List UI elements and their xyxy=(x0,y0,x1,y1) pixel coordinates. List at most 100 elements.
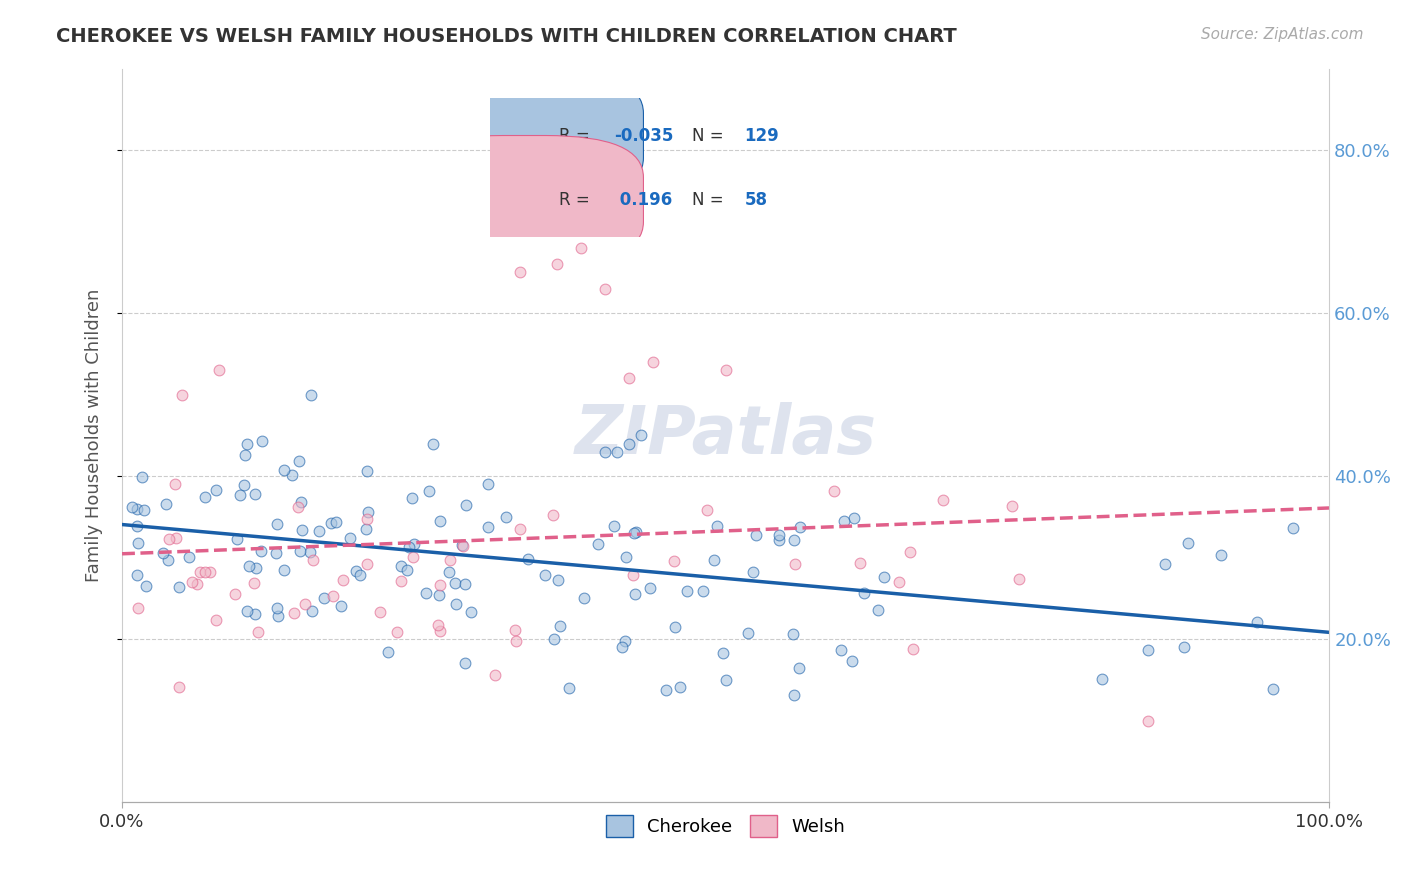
Point xyxy=(640,581,662,595)
Point xyxy=(294,597,316,611)
Point xyxy=(550,619,572,633)
Point xyxy=(418,483,440,498)
Point xyxy=(127,536,149,550)
Point xyxy=(477,520,499,534)
Point xyxy=(172,387,194,401)
Point xyxy=(389,559,412,574)
Point xyxy=(249,544,271,558)
Text: CHEROKEE VS WELSH FAMILY HOUSEHOLDS WITH CHILDREN CORRELATION CHART: CHEROKEE VS WELSH FAMILY HOUSEHOLDS WITH… xyxy=(56,27,957,45)
Point xyxy=(1008,572,1031,586)
Point xyxy=(1246,615,1268,629)
Point xyxy=(823,483,845,498)
Point xyxy=(675,584,697,599)
Point xyxy=(243,607,266,621)
Point xyxy=(165,531,187,545)
Point xyxy=(349,567,371,582)
Point xyxy=(841,654,863,668)
Point xyxy=(898,545,921,559)
Text: Source: ZipAtlas.com: Source: ZipAtlas.com xyxy=(1201,27,1364,42)
Point xyxy=(155,497,177,511)
Point xyxy=(1282,521,1305,535)
Point xyxy=(1154,557,1177,571)
Point xyxy=(889,575,911,590)
Point xyxy=(1173,640,1195,654)
Point xyxy=(664,620,686,634)
Point xyxy=(849,556,872,570)
Point xyxy=(266,517,288,532)
Point xyxy=(332,573,354,587)
Point xyxy=(273,463,295,477)
Point xyxy=(612,640,634,654)
Point xyxy=(132,502,155,516)
Point xyxy=(204,483,226,497)
Point xyxy=(169,581,191,595)
Point xyxy=(714,363,737,377)
Point xyxy=(156,552,179,566)
Point xyxy=(247,624,270,639)
Point xyxy=(385,625,408,640)
Point xyxy=(853,586,876,600)
Point xyxy=(477,477,499,491)
Point xyxy=(356,465,378,479)
Point xyxy=(121,500,143,515)
Point xyxy=(125,502,148,516)
Point xyxy=(484,668,506,682)
Point xyxy=(737,626,759,640)
Point xyxy=(1090,672,1112,686)
Point xyxy=(768,533,790,548)
Point xyxy=(356,512,378,526)
Point xyxy=(446,597,468,611)
Point xyxy=(503,623,526,637)
Point xyxy=(429,514,451,528)
Point xyxy=(606,444,628,458)
Point xyxy=(131,470,153,484)
Point xyxy=(402,537,425,551)
Point xyxy=(713,646,735,660)
Point xyxy=(546,257,568,271)
Point xyxy=(194,491,217,505)
Point xyxy=(288,544,311,558)
Point xyxy=(516,552,538,566)
Point xyxy=(1261,681,1284,696)
Point xyxy=(186,577,208,591)
Point xyxy=(692,584,714,599)
Point xyxy=(785,557,807,571)
Point xyxy=(443,575,465,590)
Point xyxy=(586,537,609,551)
Point xyxy=(1177,536,1199,550)
Point xyxy=(630,428,652,442)
Point xyxy=(299,388,322,402)
Point xyxy=(787,661,810,675)
Point xyxy=(655,682,678,697)
Point xyxy=(1137,643,1160,657)
Point xyxy=(844,510,866,524)
Point xyxy=(395,563,418,577)
Point xyxy=(204,613,226,627)
Point xyxy=(569,241,592,255)
Point xyxy=(621,568,644,582)
Text: ZIPatlas: ZIPatlas xyxy=(575,402,877,468)
Point xyxy=(454,656,477,670)
Point xyxy=(299,544,322,558)
Point xyxy=(541,508,564,523)
Point xyxy=(614,634,637,648)
Point xyxy=(643,355,665,369)
Point xyxy=(329,599,352,613)
Point xyxy=(783,688,806,702)
Point xyxy=(714,673,737,687)
Point xyxy=(281,467,304,482)
Point xyxy=(229,488,252,502)
Point xyxy=(245,561,267,575)
Point xyxy=(322,589,344,603)
Point xyxy=(454,577,477,591)
Point xyxy=(243,575,266,590)
Point xyxy=(354,522,377,536)
Point xyxy=(427,588,450,602)
Point xyxy=(866,603,889,617)
Point xyxy=(321,516,343,531)
Point xyxy=(873,570,896,584)
Point xyxy=(505,633,527,648)
Point xyxy=(325,515,347,529)
Point xyxy=(832,515,855,529)
Point xyxy=(356,557,378,571)
